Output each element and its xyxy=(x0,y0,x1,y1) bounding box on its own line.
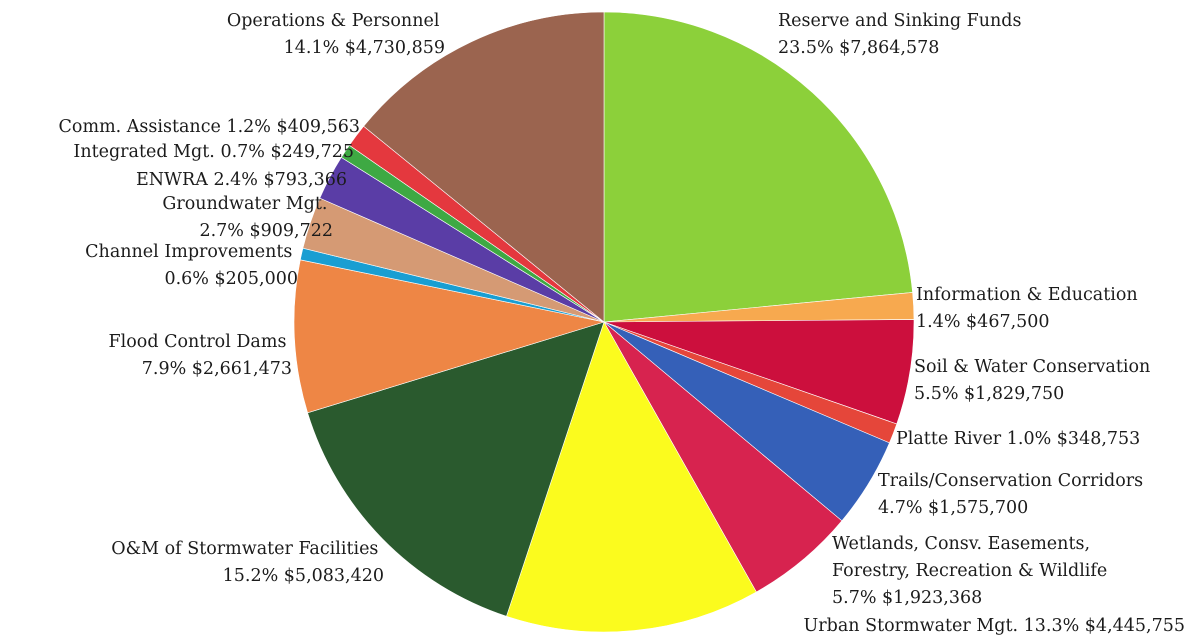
label-reserve-sinking-funds: Reserve and Sinking Funds 23.5% $7,864,5… xyxy=(778,11,1027,58)
pie-slices xyxy=(293,11,915,633)
label-channel-improvements: Channel Improvements 0.6% $205,000 xyxy=(85,242,298,289)
slice-urban-stormwater-mgt xyxy=(506,321,757,633)
slice-oandm-of-stormwater-facilities xyxy=(307,321,605,617)
label-operations-personnel: Operations & Personnel 14.1% $4,730,859 xyxy=(227,11,445,58)
slice-reserve-and-sinking-funds xyxy=(603,11,913,323)
slice-operations-and-personnel xyxy=(363,11,605,323)
slice-labels: Reserve and Sinking Funds 23.5% $7,864,5… xyxy=(59,11,1185,636)
label-groundwater-mgt: Groundwater Mgt. 2.7% $909,722 xyxy=(162,194,333,241)
label-platte-river: Platte River 1.0% $348,753 xyxy=(896,429,1140,449)
label-enwra: ENWRA 2.4% $793,366 xyxy=(136,170,347,190)
label-information-education: Information & Education 1.4% $467,500 xyxy=(916,285,1143,332)
label-om-stormwater-facilities: O&M of Stormwater Facilities 15.2% $5,08… xyxy=(111,539,384,586)
label-wetlands-easements-forestry: Wetlands, Consv. Easements, Forestry, Re… xyxy=(832,534,1113,608)
slice-flood-control-dams xyxy=(293,259,605,414)
label-comm-assistance: Comm. Assistance 1.2% $409,563 xyxy=(59,117,360,137)
label-flood-control-dams: Flood Control Dams 7.9% $2,661,473 xyxy=(109,332,292,379)
label-soil-water-conservation: Soil & Water Conservation 5.5% $1,829,75… xyxy=(914,357,1156,404)
label-trails-conservation-corridors: Trails/Conservation Corridors 4.7% $1,57… xyxy=(878,471,1149,518)
label-urban-stormwater-mgt: Urban Stormwater Mgt. 13.3% $4,445,755 xyxy=(804,616,1186,636)
label-integrated-mgt: Integrated Mgt. 0.7% $249,725 xyxy=(73,142,354,162)
